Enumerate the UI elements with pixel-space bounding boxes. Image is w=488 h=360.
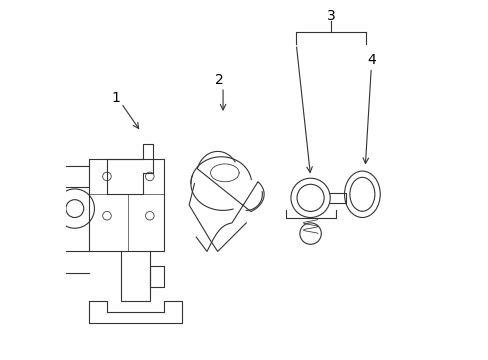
- Text: 4: 4: [366, 53, 375, 67]
- Text: 1: 1: [111, 91, 120, 105]
- Text: 3: 3: [326, 9, 335, 23]
- Text: 2: 2: [215, 73, 224, 87]
